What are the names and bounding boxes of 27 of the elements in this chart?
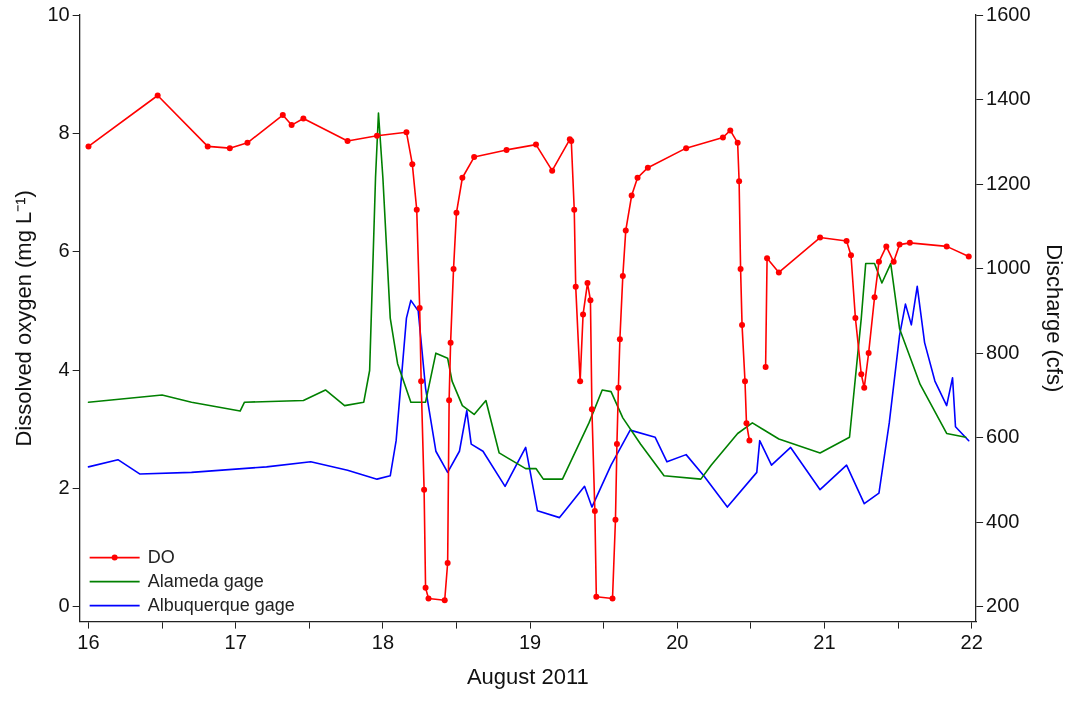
y2-tick-label: 200 xyxy=(986,594,1020,617)
y-tick-label: 6 xyxy=(58,239,70,262)
y2-tick-label: 800 xyxy=(986,340,1020,363)
y-tick-label: 2 xyxy=(58,475,70,498)
y-tick-label: 8 xyxy=(58,120,70,143)
legend-label: Alameda gage xyxy=(147,570,264,591)
y-tick-label: 0 xyxy=(58,594,70,617)
y2-tick-label: 1600 xyxy=(986,2,1031,25)
x-tick-label: 18 xyxy=(371,631,395,654)
x-tick-label: 20 xyxy=(666,631,689,654)
y2-tick-label: 600 xyxy=(986,425,1020,448)
x-tick-label: 22 xyxy=(960,631,983,654)
x-tick-label: 16 xyxy=(77,631,100,654)
legend-label: DO xyxy=(147,546,175,567)
y2-tick-label: 400 xyxy=(986,509,1020,532)
y-tick-label: 10 xyxy=(47,2,70,25)
x-tick-label: 19 xyxy=(518,631,542,654)
x-tick-label: 21 xyxy=(813,631,836,654)
x-tick-label: 17 xyxy=(224,631,247,654)
y2-tick-label: 1000 xyxy=(986,256,1031,279)
y-axis-title: Dissolved oxygen (mg L⁻¹) xyxy=(11,190,37,447)
x-axis-title: August 2011 xyxy=(466,663,589,689)
legend-label: Albuquerque gage xyxy=(147,594,295,615)
y2-axis-title: Discharge (cfs) xyxy=(1041,244,1067,393)
y-tick-label: 4 xyxy=(58,357,70,380)
y2-tick-label: 1200 xyxy=(986,171,1031,194)
y2-tick-label: 1400 xyxy=(986,87,1031,110)
